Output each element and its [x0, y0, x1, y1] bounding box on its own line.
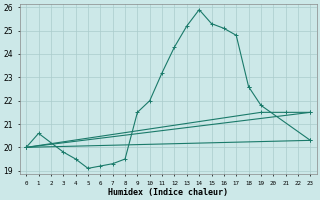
X-axis label: Humidex (Indice chaleur): Humidex (Indice chaleur) [108, 188, 228, 197]
